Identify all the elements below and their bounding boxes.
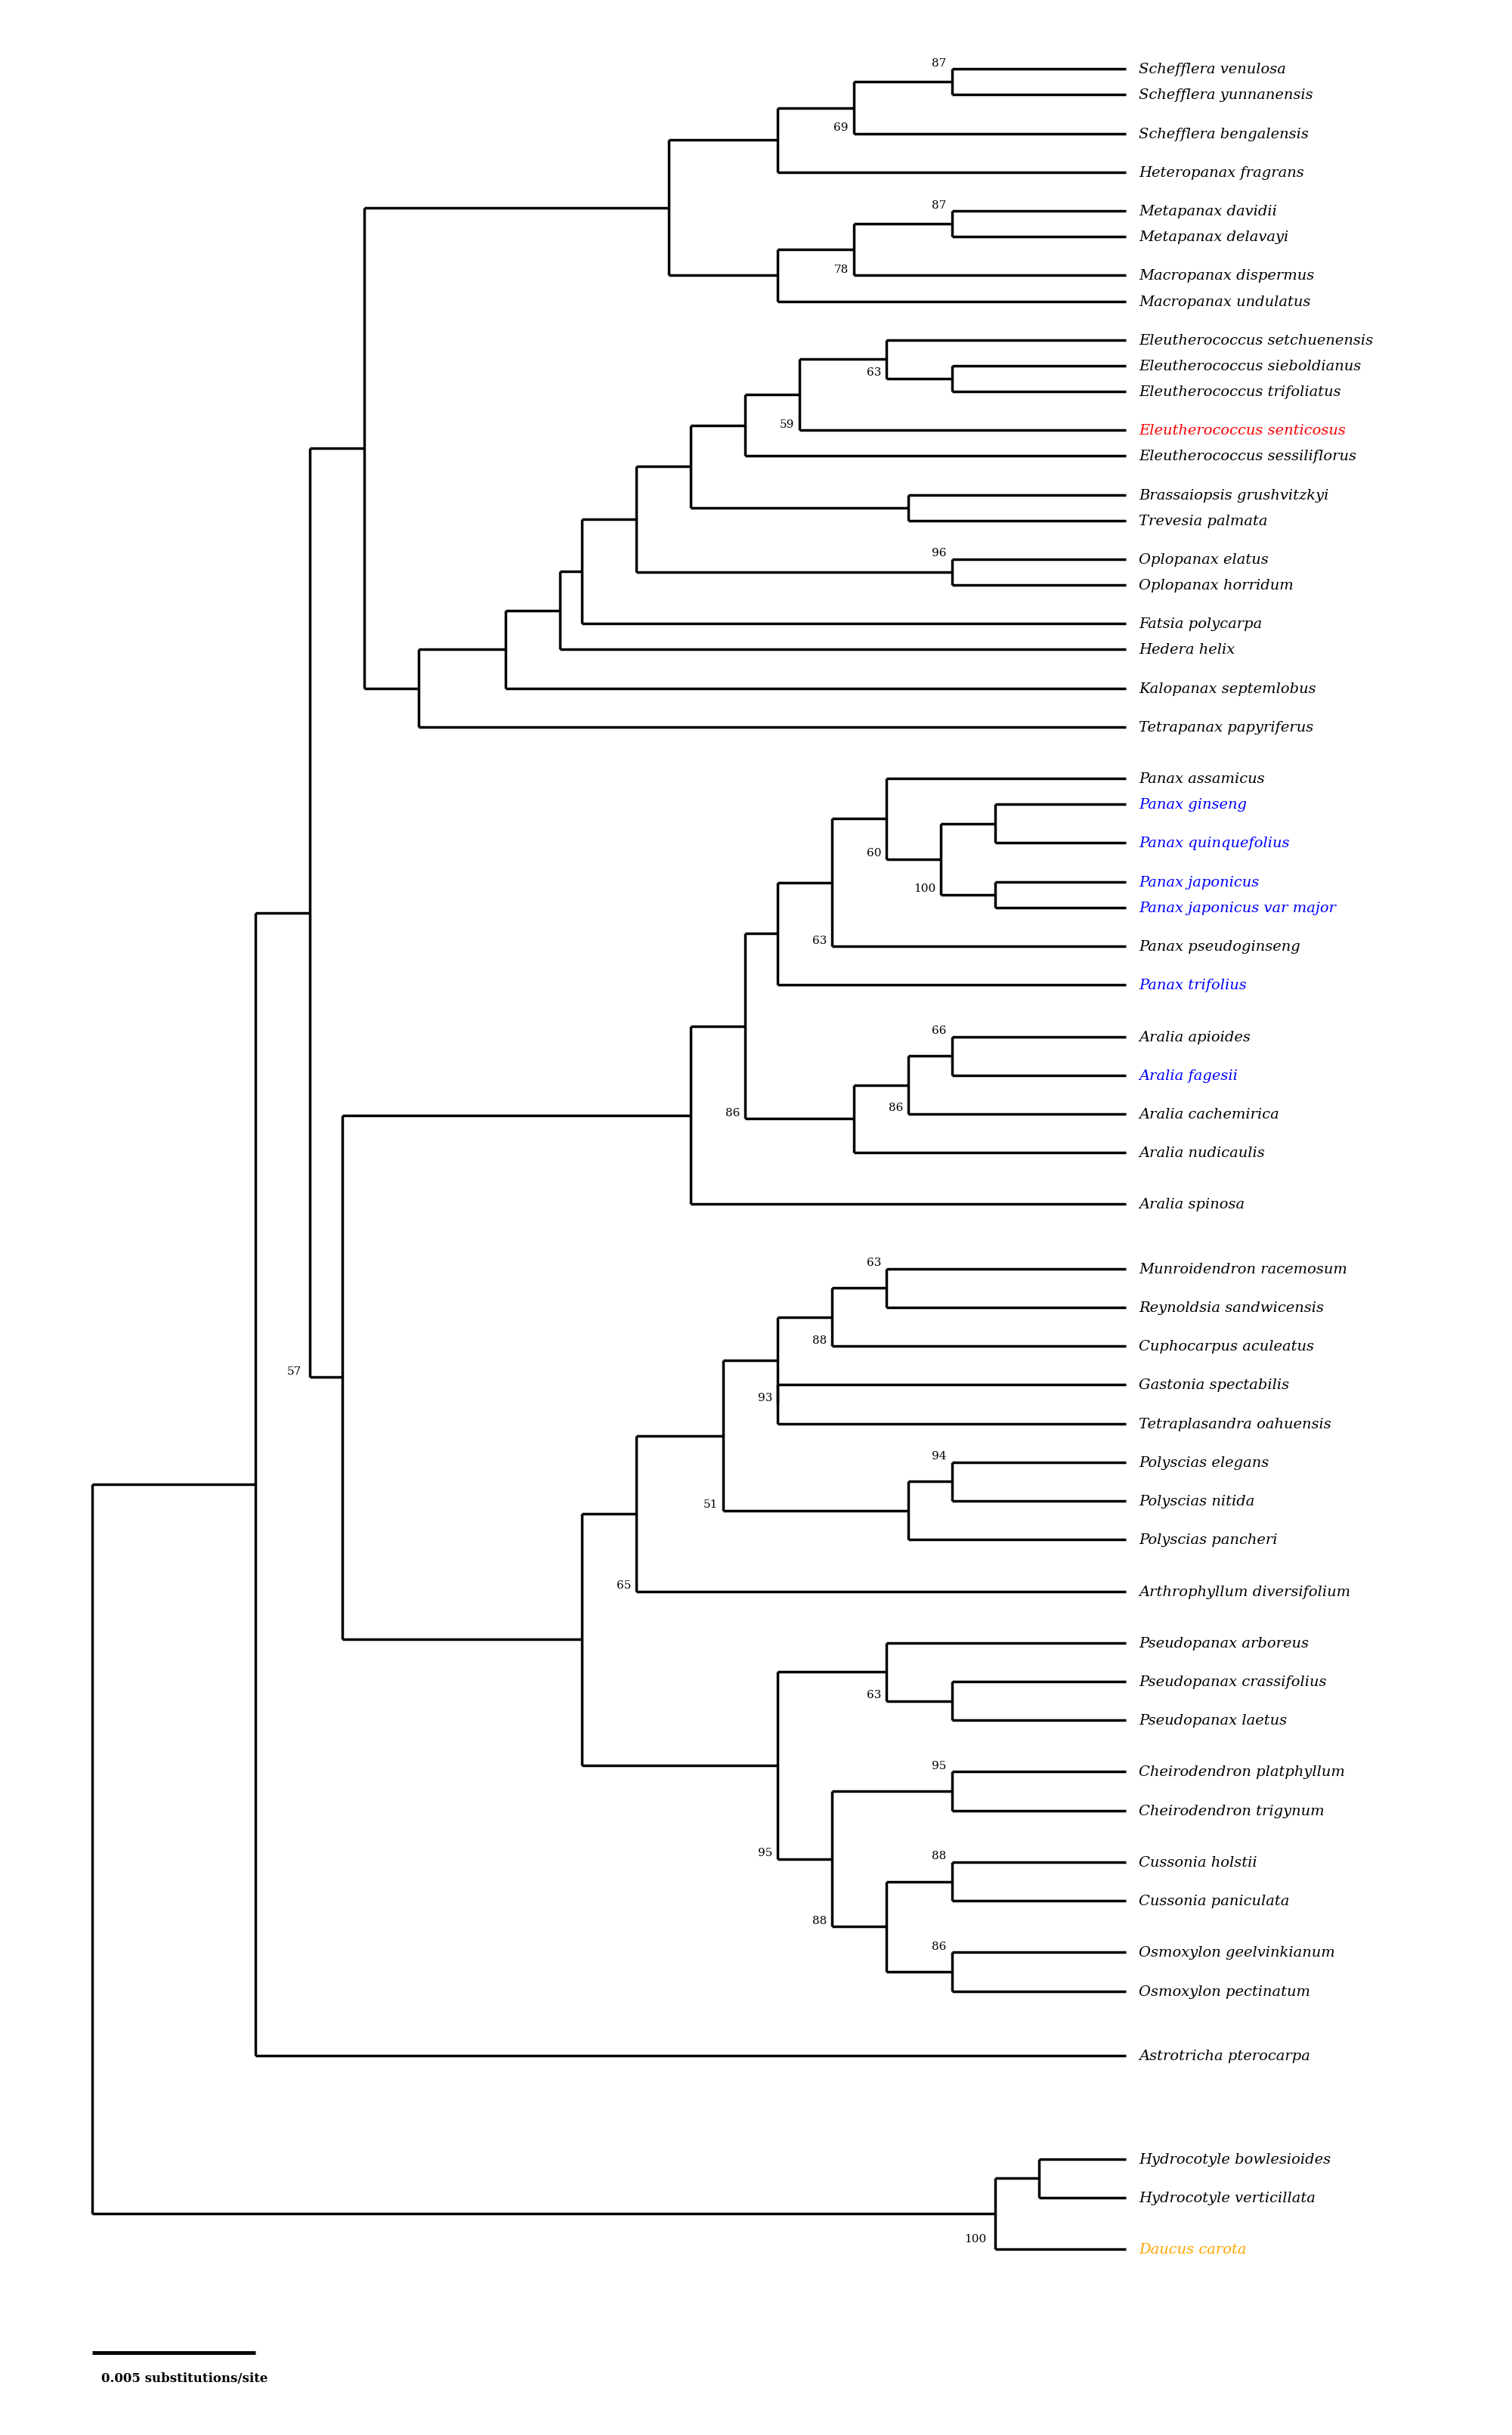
Text: Panax quinquefolius: Panax quinquefolius bbox=[1139, 838, 1290, 850]
Text: 0.005 substitutions/site: 0.005 substitutions/site bbox=[101, 2372, 268, 2384]
Text: 86: 86 bbox=[726, 1108, 739, 1118]
Text: 94: 94 bbox=[931, 1451, 947, 1461]
Text: 60: 60 bbox=[866, 847, 881, 860]
Text: 93: 93 bbox=[758, 1393, 773, 1403]
Text: Tetraplasandra oahuensis: Tetraplasandra oahuensis bbox=[1139, 1417, 1332, 1432]
Text: Eleutherococcus senticosus: Eleutherococcus senticosus bbox=[1139, 424, 1346, 438]
Text: Astrotricha pterocarpa: Astrotricha pterocarpa bbox=[1139, 2048, 1311, 2062]
Text: 96: 96 bbox=[931, 548, 947, 558]
Text: Panax assamicus: Panax assamicus bbox=[1139, 772, 1266, 787]
Text: Panax japonicus var major: Panax japonicus var major bbox=[1139, 901, 1337, 916]
Text: 87: 87 bbox=[931, 58, 947, 68]
Text: 65: 65 bbox=[617, 1580, 631, 1590]
Text: 63: 63 bbox=[812, 935, 827, 945]
Text: Metapanax delavayi: Metapanax delavayi bbox=[1139, 231, 1288, 244]
Text: 88: 88 bbox=[812, 1334, 827, 1344]
Text: Hydrocotyle bowlesioides: Hydrocotyle bowlesioides bbox=[1139, 2153, 1331, 2165]
Text: Aralia nudicaulis: Aralia nudicaulis bbox=[1139, 1147, 1266, 1159]
Text: Cheirodendron trigynum: Cheirodendron trigynum bbox=[1139, 1804, 1325, 1817]
Text: 86: 86 bbox=[888, 1103, 903, 1113]
Text: Macropanax dispermus: Macropanax dispermus bbox=[1139, 270, 1314, 282]
Text: Hydrocotyle verticillata: Hydrocotyle verticillata bbox=[1139, 2192, 1315, 2204]
Text: 100: 100 bbox=[913, 884, 936, 894]
Text: Polyscias elegans: Polyscias elegans bbox=[1139, 1456, 1269, 1468]
Text: Eleutherococcus trifoliatus: Eleutherococcus trifoliatus bbox=[1139, 385, 1341, 399]
Text: Schefflera venulosa: Schefflera venulosa bbox=[1139, 63, 1287, 75]
Text: Eleutherococcus sieboldianus: Eleutherococcus sieboldianus bbox=[1139, 360, 1361, 373]
Text: Pseudopanax arboreus: Pseudopanax arboreus bbox=[1139, 1636, 1309, 1651]
Text: Aralia spinosa: Aralia spinosa bbox=[1139, 1198, 1244, 1210]
Text: Panax trifolius: Panax trifolius bbox=[1139, 979, 1247, 991]
Text: 95: 95 bbox=[758, 1848, 773, 1858]
Text: 69: 69 bbox=[833, 122, 848, 134]
Text: Polyscias nitida: Polyscias nitida bbox=[1139, 1495, 1255, 1507]
Text: Eleutherococcus sessiliflorus: Eleutherococcus sessiliflorus bbox=[1139, 450, 1356, 463]
Text: Cheirodendron platphyllum: Cheirodendron platphyllum bbox=[1139, 1765, 1346, 1780]
Text: 63: 63 bbox=[866, 1256, 881, 1269]
Text: Polyscias pancheri: Polyscias pancheri bbox=[1139, 1534, 1278, 1546]
Text: Cuphocarpus aculeatus: Cuphocarpus aculeatus bbox=[1139, 1339, 1314, 1354]
Text: Cussonia paniculata: Cussonia paniculata bbox=[1139, 1894, 1290, 1907]
Text: Macropanax undulatus: Macropanax undulatus bbox=[1139, 295, 1311, 309]
Text: Eleutherococcus setchuenensis: Eleutherococcus setchuenensis bbox=[1139, 334, 1373, 348]
Text: Heteropanax fragrans: Heteropanax fragrans bbox=[1139, 166, 1305, 180]
Text: Arthrophyllum diversifolium: Arthrophyllum diversifolium bbox=[1139, 1585, 1350, 1597]
Text: 63: 63 bbox=[866, 1690, 881, 1700]
Text: Osmoxylon geelvinkianum: Osmoxylon geelvinkianum bbox=[1139, 1946, 1335, 1960]
Text: 66: 66 bbox=[931, 1025, 947, 1035]
Text: 88: 88 bbox=[931, 1851, 947, 1860]
Text: Trevesia palmata: Trevesia palmata bbox=[1139, 514, 1269, 528]
Text: Gastonia spectabilis: Gastonia spectabilis bbox=[1139, 1378, 1290, 1393]
Text: Munroidendron racemosum: Munroidendron racemosum bbox=[1139, 1261, 1347, 1276]
Text: 78: 78 bbox=[835, 265, 848, 275]
Text: Panax ginseng: Panax ginseng bbox=[1139, 799, 1247, 811]
Text: Panax pseudoginseng: Panax pseudoginseng bbox=[1139, 940, 1300, 955]
Text: 87: 87 bbox=[931, 200, 947, 209]
Text: 51: 51 bbox=[703, 1500, 718, 1510]
Text: Pseudopanax crassifolius: Pseudopanax crassifolius bbox=[1139, 1675, 1326, 1687]
Text: 63: 63 bbox=[866, 368, 881, 377]
Text: Osmoxylon pectinatum: Osmoxylon pectinatum bbox=[1139, 1985, 1311, 1999]
Text: Metapanax davidii: Metapanax davidii bbox=[1139, 205, 1278, 219]
Text: Aralia fagesii: Aralia fagesii bbox=[1139, 1069, 1238, 1084]
Text: Schefflera yunnanensis: Schefflera yunnanensis bbox=[1139, 88, 1314, 102]
Text: Brassaiopsis grushvitzkyi: Brassaiopsis grushvitzkyi bbox=[1139, 489, 1329, 502]
Text: Cussonia holstii: Cussonia holstii bbox=[1139, 1855, 1258, 1870]
Text: Reynoldsia sandwicensis: Reynoldsia sandwicensis bbox=[1139, 1300, 1325, 1315]
Text: 57: 57 bbox=[287, 1366, 301, 1376]
Text: Pseudopanax laetus: Pseudopanax laetus bbox=[1139, 1714, 1287, 1726]
Text: Aralia cachemirica: Aralia cachemirica bbox=[1139, 1108, 1279, 1120]
Text: 95: 95 bbox=[931, 1761, 947, 1770]
Text: 100: 100 bbox=[965, 2233, 987, 2245]
Text: Schefflera bengalensis: Schefflera bengalensis bbox=[1139, 127, 1309, 141]
Text: Oplopanax elatus: Oplopanax elatus bbox=[1139, 553, 1269, 567]
Text: Oplopanax horridum: Oplopanax horridum bbox=[1139, 580, 1294, 592]
Text: Aralia apioides: Aralia apioides bbox=[1139, 1030, 1250, 1045]
Text: Tetrapanax papyriferus: Tetrapanax papyriferus bbox=[1139, 721, 1314, 735]
Text: 59: 59 bbox=[780, 419, 794, 429]
Text: Fatsia polycarpa: Fatsia polycarpa bbox=[1139, 618, 1263, 631]
Text: 88: 88 bbox=[812, 1914, 827, 1926]
Text: Panax japonicus: Panax japonicus bbox=[1139, 877, 1259, 889]
Text: Daucus carota: Daucus carota bbox=[1139, 2243, 1247, 2255]
Text: Hedera helix: Hedera helix bbox=[1139, 643, 1235, 657]
Text: Kalopanax septemlobus: Kalopanax septemlobus bbox=[1139, 682, 1317, 696]
Text: 86: 86 bbox=[931, 1941, 947, 1950]
